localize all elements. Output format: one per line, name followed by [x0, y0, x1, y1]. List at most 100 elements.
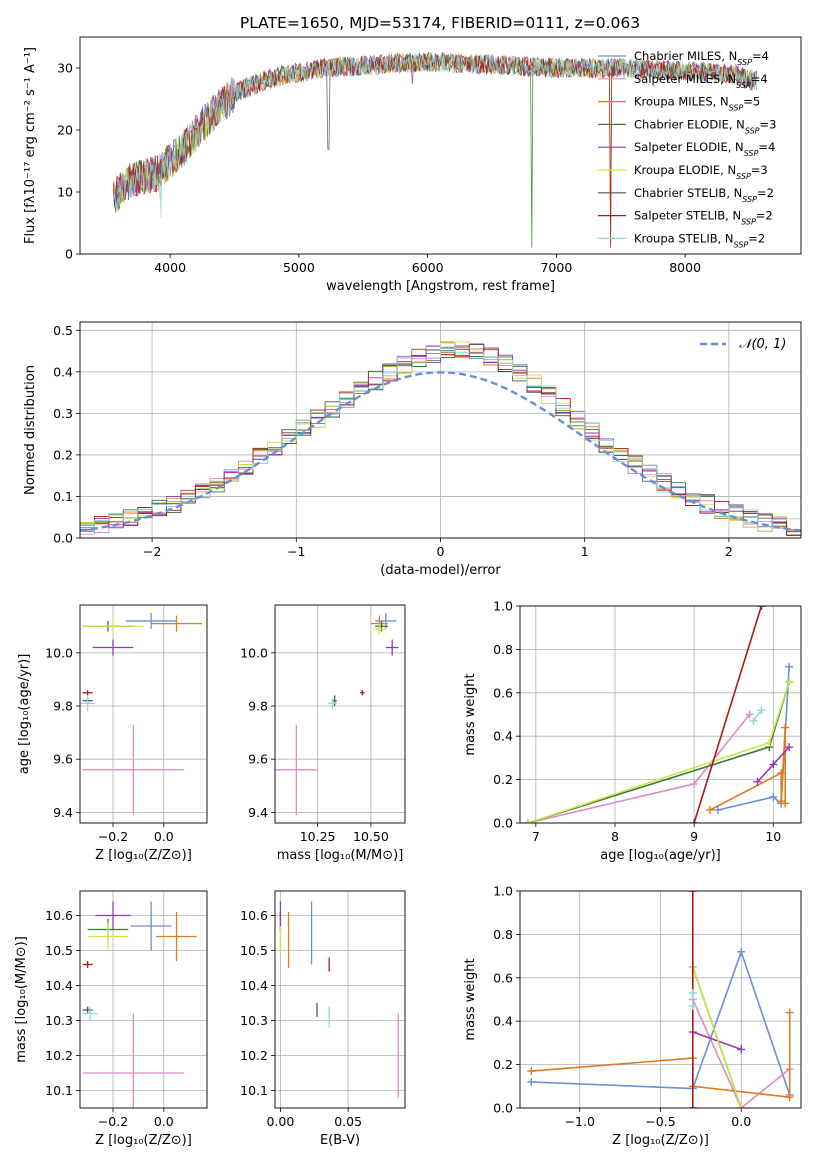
age_vs_Z-plot — [80, 612, 202, 816]
weight-marker — [523, 819, 532, 823]
weight_vs_Z-frame — [519, 890, 802, 1109]
weight-marker — [785, 1093, 794, 1102]
x-axis-label: mass [log₁₀(M/M⊙)] — [277, 848, 404, 863]
y-tick-label: 0.2 — [53, 447, 73, 462]
x-axis-label: Z [log₁₀(Z/Z⊙)] — [612, 1133, 709, 1148]
x-tick-label: −1.0 — [565, 1114, 595, 1129]
weight-marker — [688, 891, 697, 895]
residuals-frame — [79, 321, 802, 539]
y-tick-label: 0 — [65, 247, 73, 262]
age_vs_mass-plot — [275, 612, 399, 816]
weight-marker — [777, 769, 786, 778]
x-tick-label: 5000 — [283, 260, 315, 275]
spectrum-line — [113, 52, 757, 218]
y-tick-label: 10.5 — [45, 943, 73, 958]
weight_vs_Z-plot — [527, 891, 794, 1108]
weight-marker — [745, 710, 754, 719]
legend-label: 𝒩(0, 1) — [739, 337, 786, 352]
weight-line — [531, 949, 791, 1096]
y-axis-label: Flux [fλ10⁻¹⁷ erg cm⁻² s⁻¹ A⁻¹] — [23, 47, 38, 244]
weight-marker — [769, 792, 778, 801]
weight-marker — [785, 743, 794, 752]
legend-label: Salpeter ELODIE, NSSP=4 — [634, 140, 775, 158]
spectrum-frame — [79, 36, 802, 255]
figure-title: PLATE=1650, MJD=53174, FIBERID=0111, z=0… — [240, 14, 640, 32]
y-axis-label: mass weight — [463, 673, 478, 755]
x-tick-label: 7 — [532, 829, 540, 844]
y-tick-label: 9.8 — [53, 699, 73, 714]
y-tick-label: 0.2 — [493, 1057, 513, 1072]
y-tick-label: 10 — [57, 185, 73, 200]
y-tick-label: 10.2 — [45, 1048, 73, 1063]
mass_vs_ebv-plot — [279, 901, 399, 1098]
legend-label: Salpeter MILES, NSSP=4 — [634, 72, 768, 90]
weight-marker — [688, 1104, 697, 1108]
histogram-series — [80, 346, 801, 531]
weight-marker — [688, 1002, 697, 1011]
legend-label: Chabrier STELIB, NSSP=2 — [634, 186, 774, 204]
weight-marker — [737, 947, 746, 956]
age_vs_Z-frame — [79, 604, 208, 824]
x-tick-label: −0.2 — [98, 1114, 128, 1129]
y-tick-label: 1.0 — [493, 599, 513, 614]
y-tick-label: 0.1 — [53, 489, 73, 504]
x-tick-label: 1 — [581, 544, 589, 559]
residuals-plot — [80, 341, 801, 537]
x-tick-label: 6000 — [412, 260, 444, 275]
x-tick-label: 4000 — [154, 260, 186, 275]
legend-label: Kroupa ELODIE, NSSP=3 — [634, 163, 768, 181]
x-axis-label: Z [log₁₀(Z/Z⊙)] — [95, 848, 192, 863]
weight_vs_age-axes: 7 8 9 10 0.0 0.2 0.4 0.6 0.8 1.0 age [log₁₀(age/yr… — [463, 599, 801, 863]
x-tick-label: 0 — [437, 544, 445, 559]
weight-marker — [785, 1008, 794, 1017]
weight-marker — [690, 819, 699, 823]
residual-legend: 𝒩(0, 1) — [700, 337, 786, 352]
y-tick-label: 0.3 — [53, 406, 73, 421]
legend-label: Kroupa STELIB, NSSP=2 — [634, 231, 765, 249]
y-tick-label: 9.6 — [248, 752, 268, 767]
y-tick-label: 0.2 — [493, 772, 513, 787]
weight-marker — [749, 717, 758, 726]
y-tick-label: 0.4 — [493, 1014, 513, 1029]
x-tick-label: 0.05 — [334, 1114, 362, 1129]
y-tick-label: 10.0 — [45, 645, 73, 660]
weight-marker — [781, 799, 790, 808]
mass_vs_Z-frame — [79, 890, 208, 1109]
weight-marker — [753, 777, 762, 786]
y-tick-label: 20 — [57, 123, 73, 138]
y-tick-label: 0.0 — [493, 816, 513, 831]
x-tick-label: 8 — [611, 829, 619, 844]
y-tick-label: 9.6 — [53, 752, 73, 767]
spectrum-plot — [113, 51, 757, 248]
y-tick-label: 10.3 — [240, 1013, 268, 1028]
x-tick-label: −1 — [287, 544, 305, 559]
y-axis-label: Normed distribution — [23, 365, 38, 495]
mass_vs_Z-plot — [82, 901, 197, 1108]
y-tick-label: 10.0 — [240, 645, 268, 660]
weight-marker — [690, 779, 699, 788]
weight_vs_age-frame — [519, 605, 802, 824]
weight-marker — [785, 677, 794, 686]
weight-line — [692, 1031, 742, 1051]
x-axis-label: Z [log₁₀(Z/Z⊙)] — [95, 1133, 192, 1148]
y-tick-label: 10.4 — [240, 978, 268, 993]
y-tick-label: 0.6 — [493, 685, 513, 700]
legend-label: Chabrier ELODIE, NSSP=3 — [634, 117, 776, 135]
spectrum-line — [113, 51, 757, 248]
weight-line — [752, 709, 763, 722]
weight-marker — [769, 760, 778, 769]
y-axis-label: mass [log₁₀(M/M⊙)] — [14, 936, 29, 1063]
age_vs_Z-axes: −0.2 0.0 9.4 9.6 9.8 10.0 Z [log₁₀(Z/Z⊙)] age [… — [17, 605, 207, 863]
y-tick-label: 0.8 — [493, 642, 513, 657]
y-tick-label: 0.0 — [53, 531, 73, 546]
x-axis-label: (data-model)/error — [380, 563, 501, 578]
x-tick-label: −0.5 — [645, 1114, 675, 1129]
weight-line — [693, 606, 763, 823]
weight-marker — [757, 706, 766, 715]
x-tick-label: 0.0 — [154, 829, 174, 844]
weight_vs_age-plot — [523, 606, 794, 823]
x-tick-label: 0.00 — [266, 1114, 294, 1129]
mass_vs_ebv-frame — [274, 890, 406, 1109]
weight-marker — [737, 1045, 746, 1054]
